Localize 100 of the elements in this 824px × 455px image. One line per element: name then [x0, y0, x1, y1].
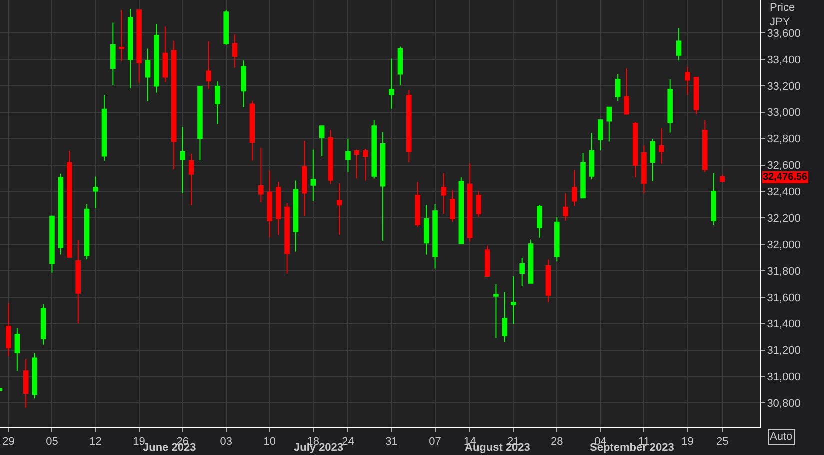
candlestick: [110, 22, 116, 86]
candlestick: [694, 76, 700, 115]
candlestick: [668, 79, 673, 134]
y-tick-label: 31,200: [767, 345, 801, 358]
x-tick-label: 03: [220, 436, 232, 448]
y-tick-label: 31,400: [767, 318, 801, 331]
candlestick: [676, 28, 682, 62]
text: June 2023: [143, 442, 196, 454]
candlestick: [598, 120, 604, 152]
y-tick-label: 31,600: [767, 292, 801, 304]
candlestick: [188, 153, 194, 206]
candlestick: [319, 126, 325, 158]
candlestick: [363, 148, 368, 182]
candlestick: [302, 140, 308, 217]
candlestick: [180, 126, 186, 194]
candlestick: [606, 106, 612, 142]
y-tick-label: 32,400: [767, 186, 801, 199]
x-tick-label: 28: [551, 436, 564, 448]
candlestick: [589, 132, 595, 180]
y-tick-label: 31,800: [767, 266, 801, 278]
candlestick: [615, 74, 621, 102]
candlestick: [206, 41, 212, 90]
y-axis-title: Price JPY: [770, 2, 796, 28]
x-tick-label: 29: [2, 436, 15, 448]
text: Auto: [770, 431, 793, 443]
candlestick: [537, 204, 542, 238]
candlestick: [58, 173, 64, 256]
y-tick-label: 33,000: [767, 107, 801, 120]
x-tick-label: 31: [386, 436, 398, 448]
y-tick-label: 33,600: [767, 28, 801, 40]
y-tick-label: 31,000: [767, 372, 801, 384]
x-tick-label: 12: [90, 436, 102, 448]
candlestick: [502, 292, 508, 342]
candlestick: [720, 174, 726, 183]
candlestick: [67, 150, 72, 258]
candlestick: [14, 328, 20, 372]
candlestick: [624, 68, 630, 116]
candlestick: [76, 240, 81, 324]
candlestick: [198, 86, 203, 161]
candlestick: [450, 190, 456, 222]
candlestick: [267, 170, 273, 238]
candlestick: [258, 147, 264, 204]
candlestick: [380, 132, 386, 242]
candlestick: [119, 10, 125, 62]
candlestick: [458, 177, 464, 244]
candlestick: [432, 204, 438, 270]
candlestick: [154, 24, 160, 94]
candlestick: [284, 202, 290, 274]
candlestick: [32, 352, 38, 400]
x-tick-label: 10: [264, 436, 276, 448]
candlestick: [580, 152, 586, 199]
x-tick-label: 19: [682, 436, 694, 448]
candlestick: [398, 46, 404, 86]
candlestick: [336, 183, 342, 236]
candlestick: [276, 182, 282, 236]
text: 32,476.56: [763, 172, 808, 183]
y-tick-label: 32,800: [767, 134, 801, 146]
candlestick: [467, 163, 473, 242]
y-tick-label: 30,800: [767, 398, 801, 410]
candlestick: [310, 149, 316, 202]
candlestick: [563, 193, 568, 222]
candlestick: [40, 304, 46, 346]
x-tick-label: 07: [429, 436, 442, 448]
candlestick: [711, 172, 716, 226]
y-tick-label: 33,400: [767, 54, 801, 66]
y-tick-label: 32,600: [767, 160, 801, 172]
x-tick-label: 19: [133, 436, 146, 448]
x-tick-label: 05: [46, 436, 58, 448]
candlestick: [162, 26, 168, 83]
x-tick-label: 25: [716, 436, 729, 448]
candlestick: [494, 284, 499, 339]
candlestick: [424, 204, 430, 256]
candlestick: [102, 94, 108, 162]
candlestick: [702, 120, 708, 173]
candlestick: [406, 90, 412, 163]
candlestick: [511, 276, 516, 325]
candlestick: [145, 48, 151, 102]
candlestick: [650, 138, 656, 182]
candlestick: [250, 100, 256, 162]
candlestick: [642, 145, 647, 194]
candlestick: [293, 180, 299, 252]
candlestick: [215, 81, 220, 125]
candlestick: [415, 182, 420, 228]
candlestick: [50, 215, 55, 274]
y-tick-label: 33,200: [767, 80, 801, 93]
candlestick: [232, 34, 238, 68]
y-tick-label: 32,000: [767, 239, 801, 252]
candlestick: [6, 302, 12, 358]
candlestick: [528, 239, 534, 284]
candlestick: [128, 8, 134, 89]
candlestick: [224, 10, 229, 46]
candlestick: [84, 204, 90, 260]
candlestick: [136, 10, 142, 84]
text: August 2023: [465, 442, 530, 454]
candlestick: [372, 120, 377, 180]
candlestick: [546, 259, 552, 303]
candlestick: [23, 358, 29, 408]
candlestick: [171, 40, 177, 170]
y-tick-label: 32,200: [767, 212, 801, 225]
candlestick: [685, 66, 690, 96]
